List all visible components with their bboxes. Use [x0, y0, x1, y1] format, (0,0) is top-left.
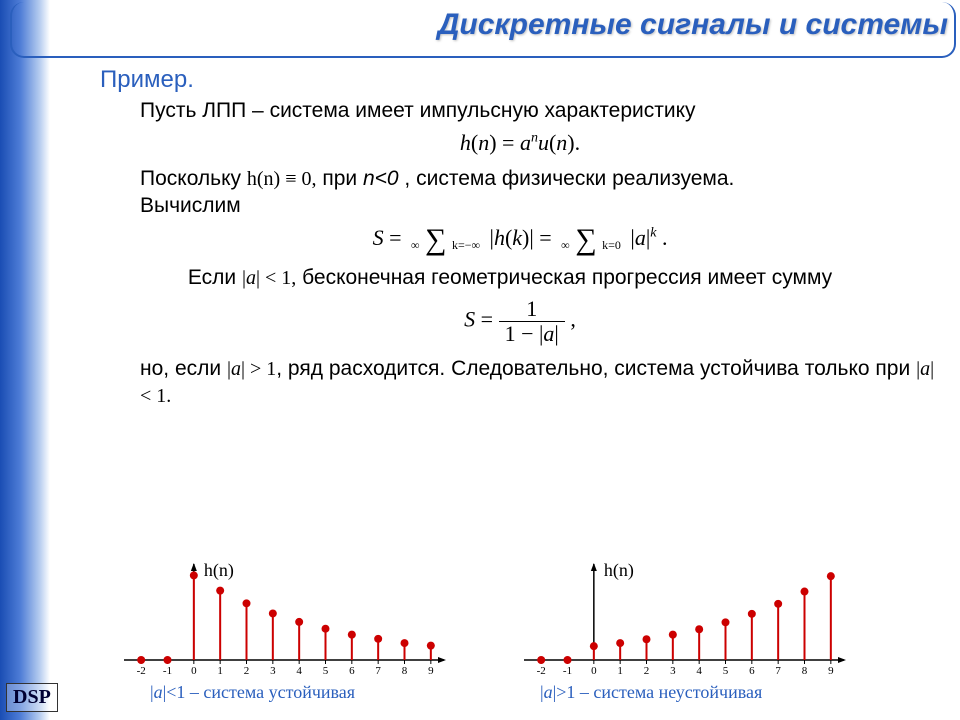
- sum-1: ∞ ∑ k=−∞: [411, 225, 480, 255]
- svg-text:0: 0: [191, 665, 197, 677]
- line-2-var: n<0: [363, 167, 399, 190]
- chart-stable-svg: h(n) -2 -1 0 1 2 3 4 5 6 7 8 9: [110, 560, 450, 680]
- svg-text:-2: -2: [137, 665, 146, 677]
- example-label: Пример.: [100, 66, 940, 94]
- sigma-icon: ∑: [425, 223, 446, 256]
- sum-2: ∞ ∑ k=0: [561, 225, 621, 255]
- svg-text:4: 4: [296, 665, 302, 677]
- line-2: Поскольку h(n) ≡ 0, при n<0 , система фи…: [140, 166, 940, 192]
- svg-text:1: 1: [217, 665, 223, 677]
- svg-text:5: 5: [723, 665, 729, 677]
- svg-text:5: 5: [323, 665, 329, 677]
- svg-text:3: 3: [270, 665, 276, 677]
- frac-den: 1 − |a|: [499, 322, 565, 346]
- svg-text:3: 3: [670, 665, 676, 677]
- svg-text:h(n): h(n): [204, 560, 234, 581]
- svg-text:0: 0: [591, 665, 597, 677]
- svg-text:8: 8: [402, 665, 408, 677]
- sum-2-bot: k=0: [602, 238, 621, 252]
- dsp-badge: DSP: [6, 683, 58, 712]
- line-1: Пусть ЛПП – система имеет импульсную хар…: [140, 98, 940, 124]
- svg-text:9: 9: [428, 665, 434, 677]
- line-2a: Поскольку: [140, 167, 247, 190]
- svg-text:-2: -2: [537, 665, 546, 677]
- formula-3: S = 1 1 − |a| ,: [100, 297, 940, 346]
- sum-1-bot: k=−∞: [452, 238, 480, 252]
- sum-2-top: ∞: [561, 238, 570, 252]
- caption-right: |a|>1 – система неустойчивая: [540, 682, 762, 703]
- formula-1: h(n) = anu(n).: [100, 130, 940, 156]
- svg-text:h(n): h(n): [604, 560, 634, 581]
- line-4a: Если: [188, 266, 242, 289]
- svg-text:-1: -1: [163, 665, 172, 677]
- svg-text:1: 1: [617, 665, 623, 677]
- sidebar-gradient: [0, 0, 50, 720]
- page-title: Дискретные сигналы и системы: [438, 8, 948, 42]
- line-3: Вычислим: [140, 193, 940, 219]
- line-4: Если |a| < 1, бесконечная геометрическая…: [140, 265, 940, 291]
- svg-text:2: 2: [244, 665, 250, 677]
- inline-formula-3: |a| > 1: [227, 358, 276, 380]
- content-area: Пример. Пусть ЛПП – система имеет импуль…: [100, 66, 940, 409]
- chart-stable: h(n) -2 -1 0 1 2 3 4 5 6 7 8 9: [110, 560, 450, 680]
- line-2c: , система физически реализуема.: [404, 167, 734, 190]
- line-5a: но, если: [140, 357, 227, 380]
- frac-num: 1: [499, 297, 565, 322]
- svg-text:-1: -1: [563, 665, 572, 677]
- line-2b: при: [322, 167, 363, 190]
- line-4b: бесконечная геометрическая прогрессия им…: [302, 266, 832, 289]
- svg-text:6: 6: [749, 665, 755, 677]
- svg-text:4: 4: [696, 665, 702, 677]
- svg-text:6: 6: [349, 665, 355, 677]
- svg-text:7: 7: [775, 665, 781, 677]
- chart-unstable: h(n) -2 -1 0 1 2 3 4 5 6 7 8 9: [510, 560, 850, 680]
- sum-1-top: ∞: [411, 238, 420, 252]
- svg-text:2: 2: [644, 665, 650, 677]
- svg-text:8: 8: [802, 665, 808, 677]
- caption-left: |a|<1 – система устойчивая: [150, 682, 355, 703]
- formula-1-text: h(n) = anu(n).: [460, 130, 580, 155]
- charts-row: h(n) -2 -1 0 1 2 3 4 5 6 7 8 9 h(n) -2 -1 0 1 2 3 4 5 6 7 8 9 |a…: [90, 560, 940, 710]
- chart-unstable-svg: h(n) -2 -1 0 1 2 3 4 5 6 7 8 9: [510, 560, 850, 680]
- sigma-icon-2: ∑: [575, 223, 596, 256]
- formula-2: S = ∞ ∑ k=−∞ |h(k)| = ∞ ∑ k=0 |a|k .: [100, 225, 940, 255]
- inline-formula-1: h(n) ≡ 0,: [247, 168, 317, 190]
- inline-formula-2: |a| < 1,: [242, 267, 296, 289]
- fraction: 1 1 − |a|: [499, 297, 565, 346]
- line-5: но, если |a| > 1, ряд расходится. Следов…: [140, 356, 940, 409]
- line-5b: , ряд расходится. Следовательно, система…: [276, 357, 916, 380]
- svg-text:9: 9: [828, 665, 834, 677]
- svg-text:7: 7: [375, 665, 381, 677]
